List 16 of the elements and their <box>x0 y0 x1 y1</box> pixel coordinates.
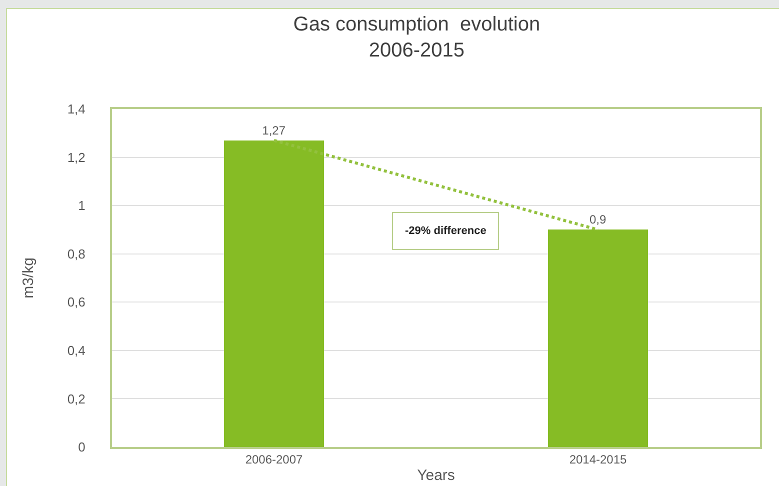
x-axis-title: Years <box>417 466 455 484</box>
y-tick-label: 1,2 <box>67 150 86 165</box>
y-tick-label: 1,4 <box>67 102 86 117</box>
annotation: -29% difference <box>405 225 486 237</box>
data-label: 1,27 <box>262 123 286 138</box>
data-label: 0,9 <box>589 212 607 227</box>
x-tick-label: 2006-2007 <box>245 452 304 466</box>
y-tick-label: 0 <box>78 440 86 455</box>
chart-title: Gas consumption evolution 2006-2015 <box>293 14 540 62</box>
x-tick-label: 2014-2015 <box>569 452 628 466</box>
y-tick-label: 0,8 <box>67 246 86 262</box>
y-tick-label: 1 <box>78 198 86 214</box>
y-tick-label: 0,2 <box>67 391 86 406</box>
y-tick-label: 0,6 <box>67 294 86 310</box>
y-axis-title: m3/kg <box>20 258 38 298</box>
y-tick-label: 0,4 <box>67 342 86 358</box>
